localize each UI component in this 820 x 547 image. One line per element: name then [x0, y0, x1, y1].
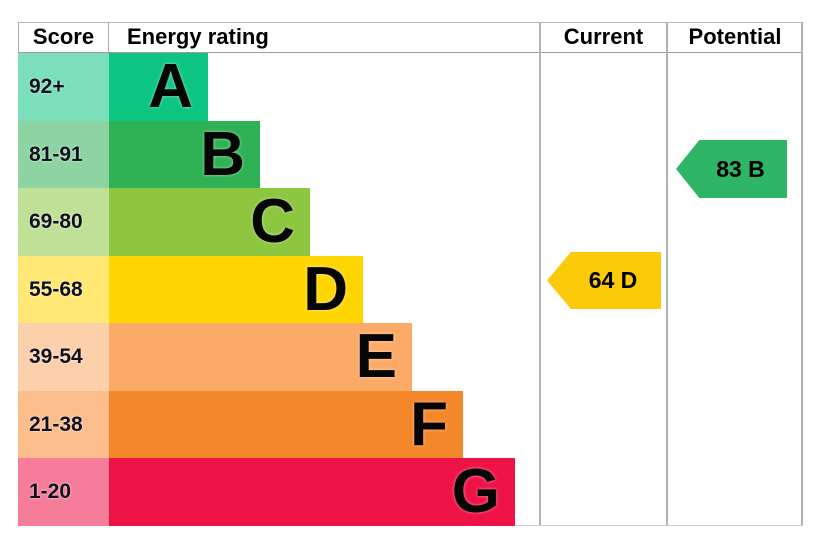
- header-energy-rating: Energy rating: [127, 24, 269, 49]
- score-cell-g: 1-20: [18, 458, 109, 526]
- score-cell-f: 21-38: [18, 391, 109, 458]
- score-rating-divider: [108, 22, 109, 52]
- potential-column-divider: [666, 22, 668, 525]
- table-right-border: [801, 22, 803, 525]
- potential-rating-label: 83 B: [716, 155, 765, 182]
- band-bar-a: A: [109, 53, 208, 121]
- score-cell-a: 92+: [18, 53, 109, 121]
- current-rating-label: 64 D: [588, 267, 638, 293]
- score-cell-c: 69-80: [18, 188, 109, 256]
- band-bar-b: B: [109, 121, 260, 188]
- score-cell-d: 55-68: [18, 256, 109, 323]
- band-bar-g: G: [109, 458, 515, 526]
- score-cell-e: 39-54: [18, 323, 109, 391]
- header-current: Current: [563, 24, 644, 49]
- band-bar-e: E: [109, 323, 412, 391]
- header-potential: Potential: [688, 24, 782, 49]
- current-rating-arrow: 64 D: [547, 252, 661, 309]
- current-column-divider: [539, 22, 541, 525]
- header-score: Score: [32, 24, 95, 49]
- band-bar-f: F: [109, 391, 463, 458]
- potential-rating-arrow: 83 B: [676, 140, 787, 198]
- table-top-border: [18, 22, 803, 23]
- header-bottom-border: [18, 52, 803, 53]
- score-cell-b: 81-91: [18, 121, 109, 188]
- band-bar-d: D: [109, 256, 363, 323]
- band-bar-c: C: [109, 188, 310, 256]
